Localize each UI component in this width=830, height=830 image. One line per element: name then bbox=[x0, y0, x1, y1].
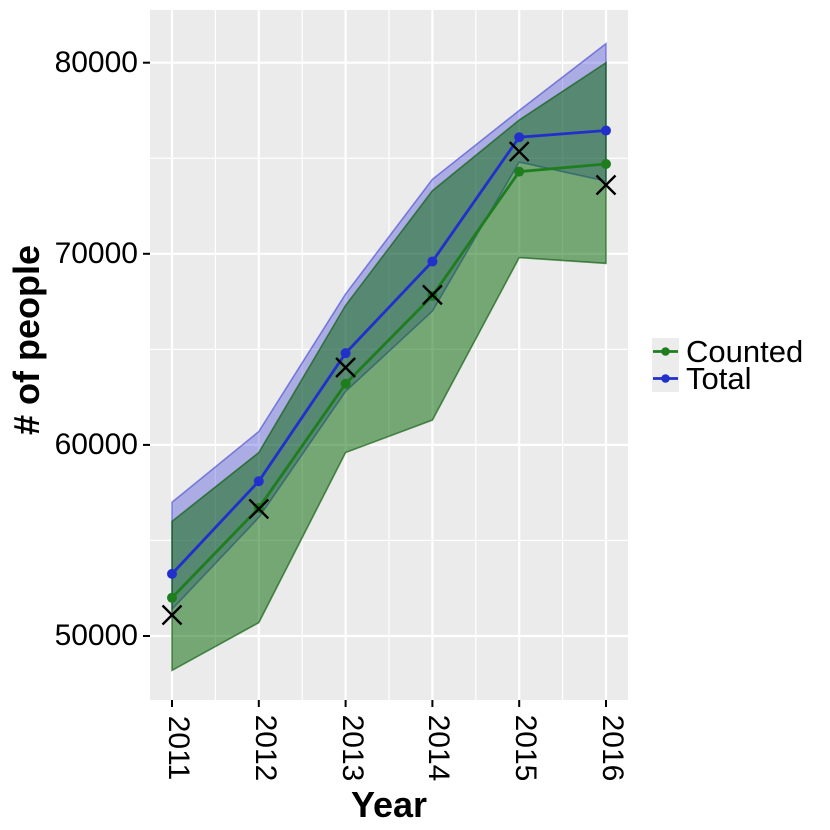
y-tick-label: 60000 bbox=[54, 427, 138, 461]
total-data-point bbox=[427, 256, 438, 267]
x-marker bbox=[508, 141, 530, 162]
legend-key-glyph bbox=[653, 347, 678, 356]
x-axis-title: Year bbox=[350, 784, 428, 825]
counted-data-point bbox=[340, 378, 351, 389]
x-marker bbox=[422, 284, 443, 306]
legend-key-counted bbox=[652, 338, 679, 365]
x-tick-label: 2011 bbox=[162, 715, 195, 781]
counted-data-point bbox=[601, 158, 611, 169]
counted-line bbox=[170, 162, 607, 599]
total-data-point bbox=[514, 132, 525, 143]
x-marker bbox=[595, 174, 617, 196]
x-marker bbox=[161, 604, 183, 626]
legend-key-total bbox=[652, 365, 679, 392]
counted-data-point bbox=[167, 592, 177, 603]
x-tick-label: 2015 bbox=[509, 714, 543, 782]
x-marker bbox=[248, 498, 270, 520]
y-tick-label: 80000 bbox=[54, 45, 138, 79]
x-tick-label: 2014 bbox=[422, 714, 456, 782]
x-tick-label: 2012 bbox=[248, 714, 282, 782]
y-axis-title: # of people bbox=[6, 244, 47, 436]
legend-label: Total bbox=[686, 361, 752, 396]
legend-key-glyph bbox=[653, 374, 678, 383]
total-data-point bbox=[340, 348, 351, 359]
total-data-point bbox=[601, 125, 611, 136]
legend-item-total: Total bbox=[652, 361, 803, 396]
legend-label: Counted bbox=[686, 334, 804, 369]
total-data-point bbox=[253, 476, 264, 487]
x-marker bbox=[335, 357, 356, 378]
counted-confidence-ribbon bbox=[171, 61, 607, 672]
legend-item-counted: Counted bbox=[652, 334, 804, 369]
total-line bbox=[170, 129, 607, 575]
y-tick-label: 50000 bbox=[54, 619, 138, 652]
legend: Counted Total bbox=[652, 334, 804, 396]
counted-data-point bbox=[514, 166, 525, 177]
y-tick-label: 70000 bbox=[54, 236, 138, 270]
total-data-point bbox=[167, 568, 177, 579]
x-tick-label: 2016 bbox=[596, 714, 629, 782]
x-tick-label: 2013 bbox=[335, 714, 369, 782]
